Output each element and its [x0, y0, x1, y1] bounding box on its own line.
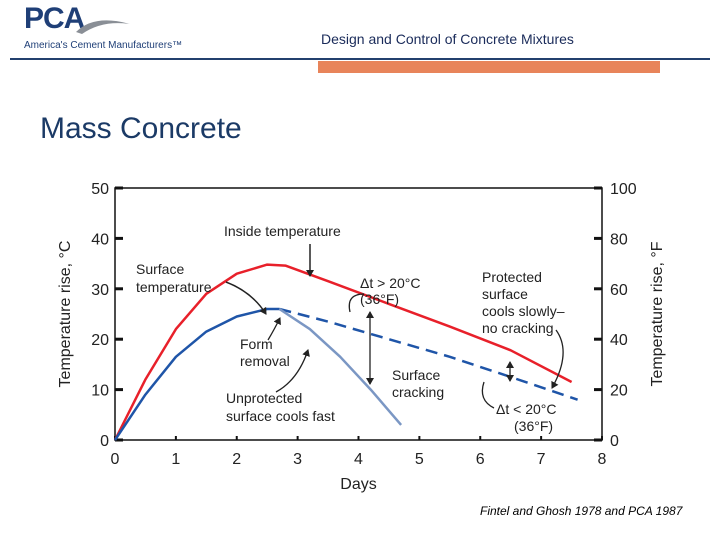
header-rule [10, 58, 710, 60]
x-tick-label: 0 [111, 451, 120, 468]
series-unprotected-surface [278, 307, 403, 426]
annotation-dt-greater-bracket [348, 293, 365, 313]
y-left-tick-label: 30 [91, 282, 109, 299]
annotation-dt-less: Δt < 20°C (36°F) [496, 401, 560, 434]
y-right-tick-label: 100 [610, 181, 637, 198]
annotation-surface-temperature: Surface temperature [136, 261, 212, 295]
annotation-unprotected-arrow [275, 349, 310, 393]
y-left-tick-label: 0 [100, 433, 109, 450]
annotation-inside-temperature: Inside temperature [224, 223, 341, 239]
citation: Fintel and Ghosh 1978 and PCA 1987 [480, 504, 683, 518]
pca-logo: PCA America's Cement Manufacturers™ [24, 4, 194, 60]
logo-tagline: America's Cement Manufacturers™ [24, 40, 183, 51]
y-right-tick-label: 0 [610, 433, 619, 450]
header-accent-bar [318, 61, 660, 73]
annotation-form-removal-arrow [267, 317, 281, 341]
y-right-tick-label: 20 [610, 383, 628, 400]
x-tick-label: 4 [354, 451, 363, 468]
annotation-surface-cracking: Surface cracking [392, 367, 444, 400]
annotation-dt-less-bracket [481, 381, 495, 409]
y-left-tick-label: 20 [91, 332, 109, 349]
header-title: Design and Control of Concrete Mixtures [321, 31, 574, 47]
x-tick-label: 8 [598, 451, 607, 468]
x-tick-label: 6 [476, 451, 485, 468]
y-left-tick-label: 40 [91, 231, 109, 248]
x-tick-label: 3 [293, 451, 302, 468]
x-tick-label: 1 [171, 451, 180, 468]
y-axis-label-right: Temperature rise, °F [649, 241, 666, 386]
annotation-form-removal: Form removal [240, 336, 290, 369]
y-right-tick-label: 40 [610, 332, 628, 349]
annotation-protected-arrow [551, 329, 564, 389]
annotation-unprotected: Unprotected surface cools fast [226, 390, 335, 424]
y-left-tick-label: 50 [91, 181, 109, 198]
logo-swoosh-icon [76, 20, 130, 34]
y-right-tick-label: 60 [610, 282, 628, 299]
logo-wordmark: PCA [24, 2, 85, 35]
y-right-tick-label: 80 [610, 231, 628, 248]
slide-title: Mass Concrete [40, 112, 242, 145]
annotation-dt-greater: Δt > 20°C (36°F) [360, 275, 424, 307]
x-tick-label: 7 [537, 451, 546, 468]
series-inside-temperature [113, 263, 573, 441]
annotation-protected-surface: Protected surface cools slowly– no crack… [482, 269, 568, 336]
x-tick-label: 2 [232, 451, 241, 468]
x-axis-label: Days [340, 476, 376, 493]
series-surface-protected-dashed [279, 307, 579, 401]
y-left-tick-label: 10 [91, 383, 109, 400]
series-surface-temperature [113, 307, 280, 441]
y-axis-label-left: Temperature rise, °C [57, 241, 74, 388]
annotation-surface-arrow [225, 281, 267, 315]
x-tick-label: 5 [415, 451, 424, 468]
